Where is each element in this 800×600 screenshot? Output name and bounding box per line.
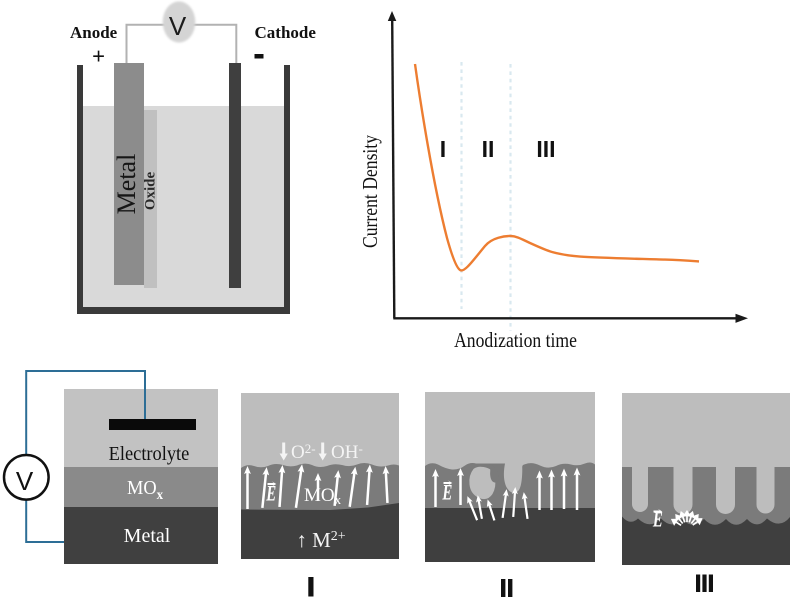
svg-text:II: II: [482, 136, 495, 162]
svg-text:+: +: [92, 44, 105, 69]
svg-text:Anode: Anode: [70, 23, 118, 42]
svg-text:Metal: Metal: [124, 525, 171, 547]
svg-text:Electrolyte: Electrolyte: [109, 443, 190, 465]
svg-text:I: I: [440, 136, 446, 162]
svg-text:V: V: [16, 466, 34, 496]
svg-text:Metal: Metal: [112, 154, 141, 215]
svg-text:Anodization time: Anodization time: [454, 330, 577, 353]
svg-text:E: E: [265, 482, 276, 507]
svg-text:Current Density: Current Density: [359, 135, 382, 248]
svg-text:Oxide: Oxide: [142, 171, 158, 210]
svg-text:MOx: MOx: [304, 485, 342, 507]
svg-text:E: E: [442, 481, 453, 506]
svg-text:Cathode: Cathode: [255, 23, 317, 42]
svg-text:OH-: OH-: [331, 441, 363, 463]
svg-text:V: V: [169, 11, 187, 41]
svg-text:↑ M2+: ↑ M2+: [296, 528, 345, 552]
svg-text:E: E: [652, 508, 663, 533]
svg-text:III: III: [536, 136, 555, 162]
